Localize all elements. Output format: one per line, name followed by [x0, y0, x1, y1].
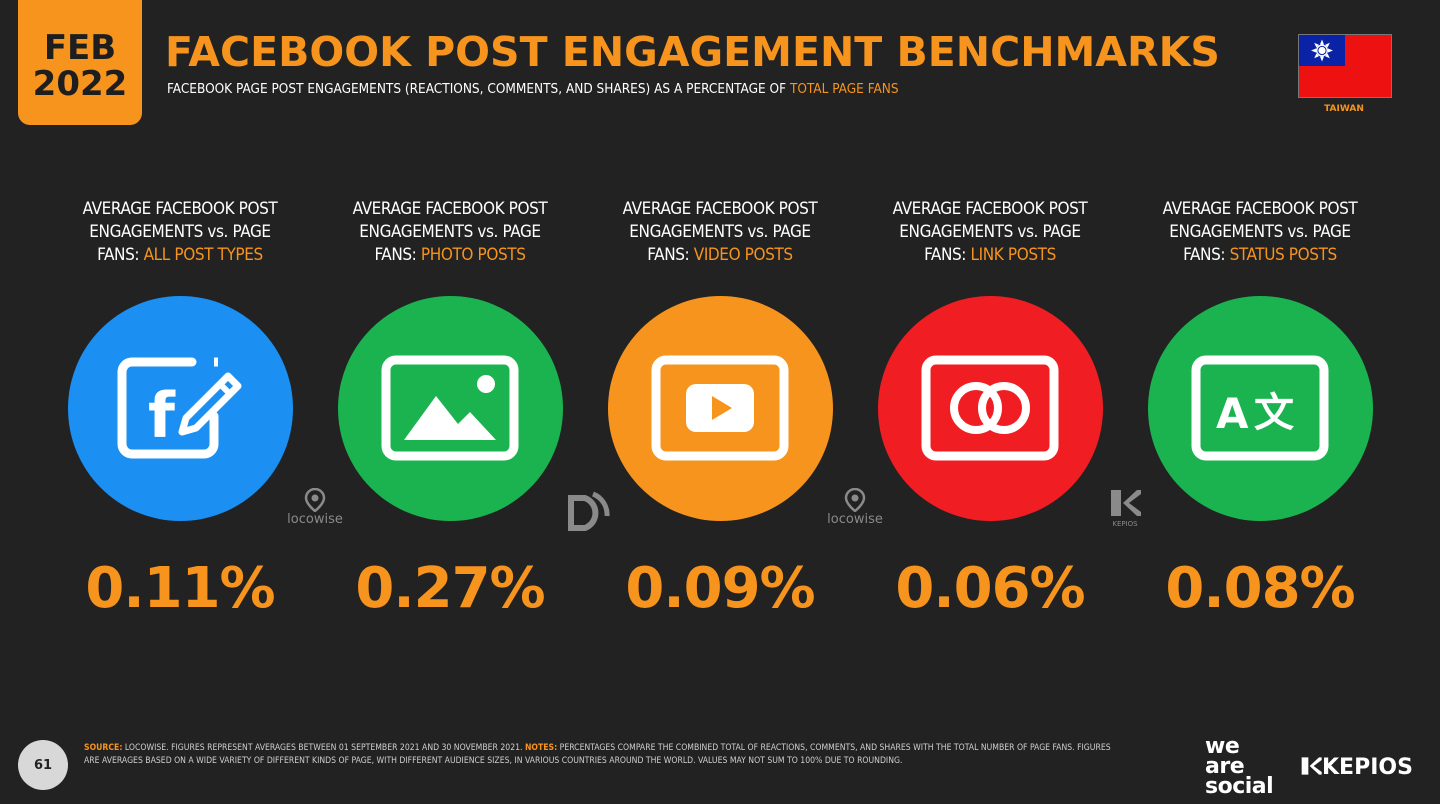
- metric-label: AVERAGE FACEBOOK POST ENGAGEMENTS vs. PA…: [892, 199, 1088, 265]
- page-subtitle: FACEBOOK PAGE POST ENGAGEMENTS (REACTION…: [167, 81, 899, 97]
- metric-highlight: ALL POST TYPES: [143, 245, 264, 265]
- metric-label: AVERAGE FACEBOOK POST ENGAGEMENTS vs. PA…: [352, 199, 548, 265]
- metric-value: 0.08%: [1165, 556, 1355, 621]
- translate-icon: A 文: [1191, 355, 1329, 460]
- svg-text:A: A: [1216, 389, 1249, 438]
- facebook-edit-icon: f: [117, 357, 242, 458]
- source-logo-icon: [568, 491, 610, 531]
- metric-photo-posts: AVERAGE FACEBOOK POST ENGAGEMENTS vs. PA…: [320, 198, 610, 621]
- kepios-source-logo: KEPIOS: [1109, 488, 1141, 528]
- video-play-icon: [651, 355, 789, 460]
- metric-circle: [877, 296, 1103, 521]
- country-label: TAIWAN: [1324, 104, 1364, 114]
- metric-video-posts: AVERAGE FACEBOOK POST ENGAGEMENTS vs. PA…: [590, 198, 850, 621]
- kepios-logo: KEPIOS: [1300, 755, 1413, 780]
- kepios-small-label: KEPIOS: [1112, 520, 1138, 528]
- metric-highlight: LINK POSTS: [970, 245, 1057, 265]
- locowise-logo: locowise: [284, 487, 346, 527]
- subtitle-text: FACEBOOK PAGE POST ENGAGEMENTS (REACTION…: [167, 81, 790, 97]
- date-badge: FEB 2022: [18, 0, 142, 125]
- date-month: FEB: [43, 27, 117, 68]
- locowise-logo: locowise: [824, 487, 886, 527]
- metric-value: 0.11%: [85, 556, 275, 621]
- kepios-logo-icon: [1111, 490, 1141, 516]
- link-icon: [921, 355, 1059, 460]
- metric-highlight: VIDEO POSTS: [693, 245, 793, 265]
- locowise-label: locowise: [827, 512, 883, 527]
- taiwan-flag-icon: [1298, 34, 1392, 98]
- subtitle-highlight: TOTAL PAGE FANS: [789, 81, 899, 97]
- metric-link-posts: AVERAGE FACEBOOK POST ENGAGEMENTS vs. PA…: [860, 198, 1141, 621]
- metric-status-posts: AVERAGE FACEBOOK POST ENGAGEMENTS vs. PA…: [1130, 198, 1390, 621]
- locowise-label: locowise: [287, 512, 343, 527]
- source-label: SOURCE:: [84, 743, 123, 753]
- metric-all-post-types: AVERAGE FACEBOOK POST ENGAGEMENTS vs. PA…: [50, 198, 310, 621]
- source-text: LOCOWISE. FIGURES REPRESENT AVERAGES BET…: [122, 743, 525, 753]
- we-are-social-logo: we are social: [1205, 734, 1274, 799]
- metric-circle: A 文: [1147, 296, 1373, 521]
- metric-circle: [607, 296, 833, 521]
- metric-value: 0.06%: [895, 556, 1085, 621]
- footer-notes: SOURCE: LOCOWISE. FIGURES REPRESENT AVER…: [84, 742, 1124, 768]
- notes-label: NOTES:: [524, 743, 558, 753]
- metric-circle: [337, 296, 563, 521]
- svg-text:文: 文: [1254, 390, 1294, 436]
- svg-text:f: f: [148, 379, 176, 452]
- metric-label: AVERAGE FACEBOOK POST ENGAGEMENTS vs. PA…: [82, 199, 278, 265]
- metric-label: AVERAGE FACEBOOK POST ENGAGEMENTS vs. PA…: [1162, 199, 1358, 265]
- metric-value: 0.09%: [625, 556, 815, 621]
- date-year: 2022: [32, 63, 128, 104]
- metric-circle: f: [67, 296, 293, 521]
- metric-label: AVERAGE FACEBOOK POST ENGAGEMENTS vs. PA…: [622, 199, 818, 265]
- metric-highlight: STATUS POSTS: [1229, 245, 1338, 265]
- page-title: FACEBOOK POST ENGAGEMENT BENCHMARKS: [165, 28, 1220, 76]
- kepios-mark-icon: [1301, 757, 1322, 775]
- locowise-pin-icon: [304, 487, 326, 513]
- locowise-pin-icon: [844, 487, 866, 513]
- metric-value: 0.27%: [355, 556, 545, 621]
- notes-text: PERCENTAGES COMPARE THE COMBINED TOTAL O…: [84, 743, 1111, 766]
- metric-highlight: PHOTO POSTS: [420, 245, 526, 265]
- page-number: 61: [18, 740, 68, 790]
- photo-icon: [381, 355, 519, 460]
